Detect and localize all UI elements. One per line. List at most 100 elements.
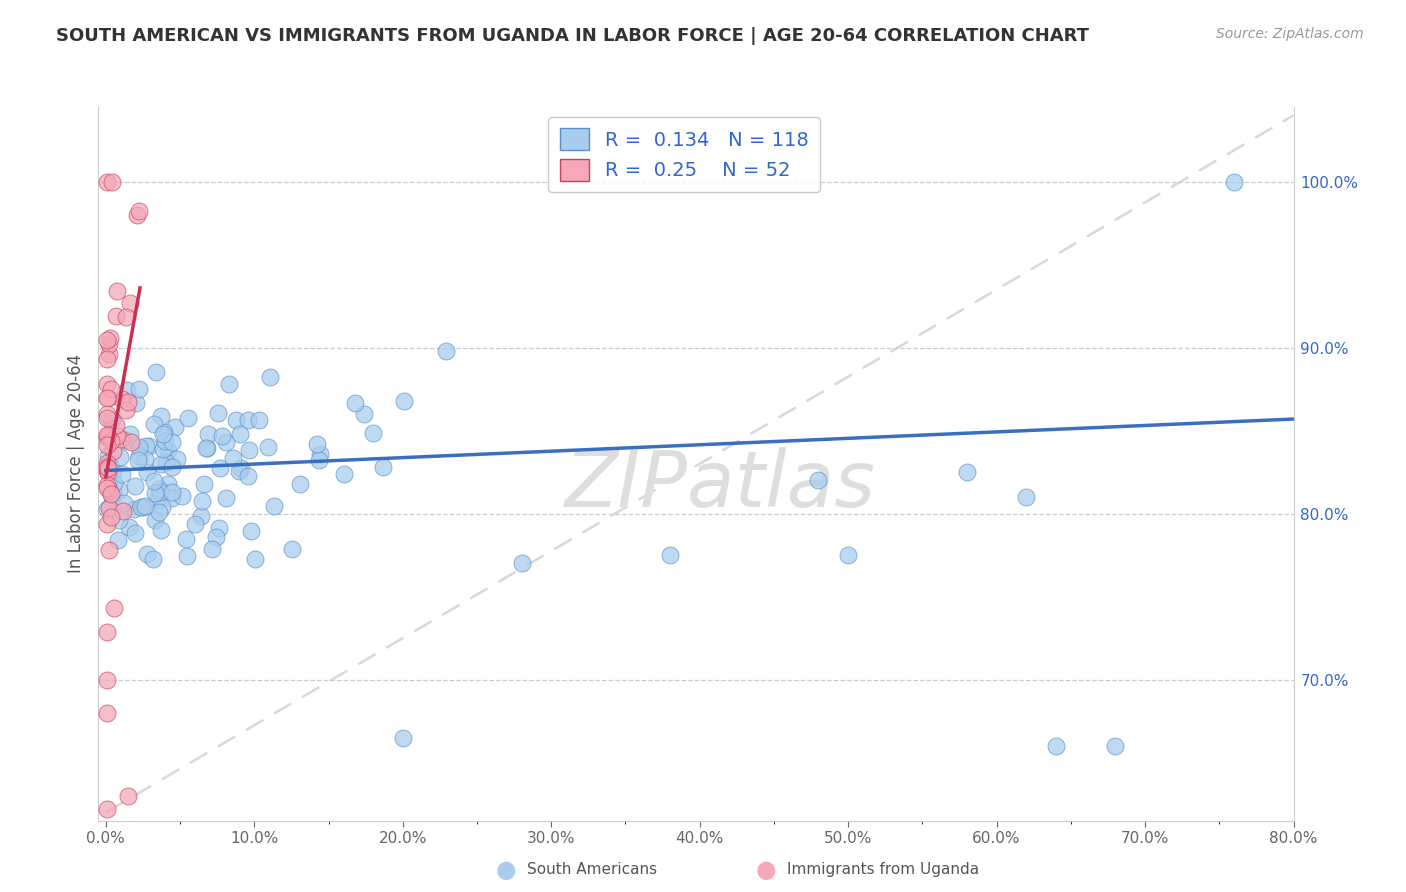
Point [247, 413, 270, 427]
Point [118, 520, 141, 534]
Point [1045, 739, 1067, 753]
Point [136, 465, 159, 479]
Point [394, 394, 416, 409]
Point [117, 395, 139, 409]
Point [103, 601, 125, 615]
Point [96, 352, 118, 367]
Point [309, 447, 332, 461]
Point [96, 624, 118, 639]
Point [1015, 490, 1038, 504]
Point [215, 435, 238, 450]
Point [96, 478, 118, 492]
Point [156, 443, 179, 458]
Point [152, 427, 174, 442]
Point [229, 461, 252, 475]
Point [97, 466, 120, 480]
Point [115, 433, 138, 447]
Point [97, 500, 120, 515]
Point [118, 296, 141, 310]
Point [209, 461, 232, 475]
Point [101, 490, 124, 504]
Point [96, 802, 118, 816]
Text: ZIPatlas: ZIPatlas [564, 447, 876, 524]
Point [344, 396, 367, 410]
Point [114, 403, 136, 417]
Point [236, 469, 259, 483]
Point [193, 477, 215, 491]
Text: Source: ZipAtlas.com: Source: ZipAtlas.com [1216, 27, 1364, 41]
Legend: R =  0.134   N = 118, R =  0.25    N = 52: R = 0.134 N = 118, R = 0.25 N = 52 [548, 117, 820, 192]
Point [100, 412, 122, 426]
Point [134, 452, 156, 467]
Point [142, 552, 165, 566]
Point [112, 496, 135, 510]
Point [195, 441, 218, 455]
Point [1104, 739, 1126, 753]
Point [96, 430, 118, 444]
Point [149, 457, 172, 471]
Point [149, 523, 172, 537]
Point [101, 175, 124, 189]
Point [1223, 175, 1246, 189]
Point [229, 426, 252, 441]
Point [190, 494, 212, 508]
Point [176, 549, 198, 563]
Y-axis label: In Labor Force | Age 20-64: In Labor Force | Age 20-64 [66, 354, 84, 574]
Point [117, 789, 139, 803]
Point [361, 425, 384, 440]
Point [222, 451, 245, 466]
Point [97, 428, 120, 442]
Point [128, 203, 150, 218]
Point [174, 533, 197, 547]
Point [96, 391, 118, 405]
Point [98, 483, 121, 498]
Point [152, 442, 174, 456]
Point [97, 450, 120, 464]
Point [111, 503, 134, 517]
Point [118, 427, 141, 442]
Point [101, 464, 124, 478]
Point [160, 491, 183, 505]
Point [142, 417, 165, 431]
Text: SOUTH AMERICAN VS IMMIGRANTS FROM UGANDA IN LABOR FORCE | AGE 20-64 CORRELATION : SOUTH AMERICAN VS IMMIGRANTS FROM UGANDA… [56, 27, 1090, 45]
Point [152, 425, 174, 439]
Point [115, 383, 138, 397]
Point [208, 521, 231, 535]
Point [110, 432, 132, 446]
Point [146, 492, 169, 507]
Point [135, 439, 157, 453]
Point [259, 370, 281, 384]
Point [111, 467, 134, 481]
Point [125, 396, 148, 410]
Point [111, 392, 134, 406]
Point [128, 449, 150, 463]
Point [308, 453, 330, 467]
Point [96, 376, 118, 391]
Point [105, 429, 128, 443]
Point [201, 542, 224, 557]
Point [136, 547, 159, 561]
Point [263, 500, 285, 514]
Point [105, 284, 128, 298]
Text: South Americans: South Americans [527, 863, 658, 877]
Point [238, 443, 260, 458]
Point [257, 440, 280, 454]
Point [127, 208, 149, 222]
Point [956, 465, 979, 479]
Point [101, 485, 124, 500]
Point [134, 500, 156, 514]
Point [176, 410, 198, 425]
Point [108, 513, 131, 527]
Point [96, 464, 118, 478]
Point [236, 412, 259, 426]
Point [96, 410, 118, 425]
Point [659, 548, 682, 562]
Point [121, 435, 143, 450]
Point [122, 502, 145, 516]
Point [143, 513, 166, 527]
Point [96, 706, 118, 720]
Point [97, 461, 120, 475]
Point [163, 420, 186, 434]
Point [305, 437, 328, 451]
Point [148, 485, 170, 500]
